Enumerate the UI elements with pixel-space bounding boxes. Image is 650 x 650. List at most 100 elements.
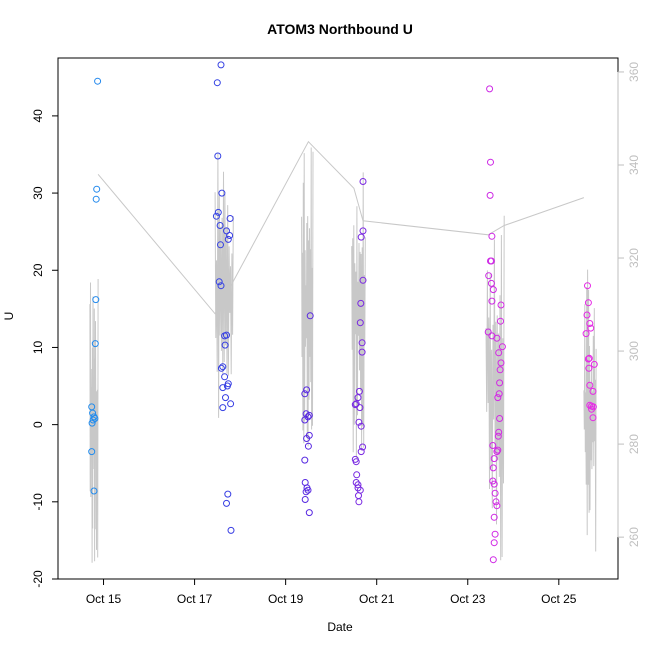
data-point [303, 435, 311, 442]
data-point [305, 411, 313, 419]
data-point [497, 359, 505, 367]
data-point [213, 79, 221, 87]
data-point [224, 235, 232, 243]
data-point [489, 556, 497, 564]
right-y-tick-label: 320 [627, 248, 641, 268]
data-point [583, 311, 591, 319]
data-point [586, 381, 594, 389]
data-point [487, 257, 495, 265]
data-point [355, 418, 363, 426]
y-tick-label: 10 [31, 340, 45, 354]
data-point [214, 152, 222, 160]
data-point [488, 232, 496, 240]
data-point [496, 379, 504, 387]
data-point [223, 499, 230, 507]
data-point [301, 416, 309, 424]
data-point [588, 405, 596, 413]
data-point [584, 355, 592, 363]
data-point [590, 360, 598, 368]
data-point [94, 77, 102, 85]
data-point [357, 422, 365, 430]
data-point [355, 498, 363, 506]
data-point [495, 428, 503, 436]
x-tick-label: Oct 15 [86, 592, 122, 606]
data-point [486, 85, 494, 93]
data-point [227, 526, 235, 534]
data-point [357, 299, 365, 307]
data-point [490, 539, 498, 547]
y-tick-label: -20 [31, 570, 45, 588]
data-point [356, 319, 364, 327]
right-y-tick-label: 340 [627, 155, 641, 175]
data-point [589, 403, 597, 411]
data-point [489, 286, 497, 294]
x-tick-label: Oct 25 [541, 592, 577, 606]
data-point [219, 404, 227, 412]
data-point [91, 340, 99, 348]
data-point [485, 272, 493, 280]
plot-frame [57, 57, 619, 580]
x-tick-label: Oct 21 [359, 592, 395, 606]
data-point [493, 502, 501, 510]
y-axis-label: U [2, 312, 16, 321]
data-point [223, 382, 231, 390]
line-burst [351, 172, 366, 459]
data-point [354, 394, 362, 402]
data-point [495, 390, 503, 398]
right-y-tick-label: 260 [627, 527, 641, 547]
right-y-tick-label: 280 [627, 434, 641, 454]
line-burst [301, 147, 314, 447]
data-point [352, 400, 360, 408]
y-tick-label: 0 [31, 421, 45, 428]
data-point [358, 348, 366, 356]
data-point [227, 400, 235, 408]
data-point [93, 185, 101, 193]
data-point [487, 279, 495, 287]
data-point [359, 276, 367, 284]
data-point [304, 486, 312, 494]
data-point [491, 489, 499, 497]
data-point [493, 448, 501, 456]
data-point [92, 195, 100, 203]
data-point [486, 191, 494, 199]
data-point [303, 386, 311, 394]
data-point [226, 232, 234, 239]
data-point [352, 458, 360, 466]
data-point [495, 349, 503, 357]
data-point [90, 487, 98, 495]
data-point [359, 443, 367, 451]
data-point [497, 301, 505, 309]
data-point [354, 484, 362, 492]
data-point [89, 416, 97, 424]
data-point [302, 488, 310, 496]
line-burst [89, 278, 99, 563]
data-point [586, 320, 594, 327]
data-point [494, 446, 502, 454]
x-tick-label: Oct 17 [177, 592, 213, 606]
data-point [497, 317, 504, 325]
x-tick-label: Oct 23 [450, 592, 486, 606]
y-tick-label: 30 [31, 186, 45, 200]
x-axis-label: Date [327, 620, 353, 634]
data-point [491, 530, 499, 538]
data-point [301, 390, 309, 398]
data-point [301, 456, 309, 464]
data-point [88, 419, 96, 427]
line-burst [583, 269, 597, 552]
data-point [498, 343, 506, 351]
data-point [585, 354, 593, 362]
data-point [490, 513, 498, 521]
axes: Oct 15 Oct 17 Oct 19 Oct 21 Oct 23 Oct 25 -20 -… [31, 57, 641, 606]
data-point [585, 364, 593, 372]
data-point [487, 158, 494, 166]
data-point [301, 496, 309, 503]
data-point [223, 331, 230, 339]
data-point [226, 215, 234, 222]
data-point [356, 404, 364, 412]
data-point [92, 296, 100, 304]
data-point [589, 387, 597, 395]
data-point [589, 414, 597, 422]
data-point [582, 330, 590, 338]
data-point [88, 448, 96, 456]
